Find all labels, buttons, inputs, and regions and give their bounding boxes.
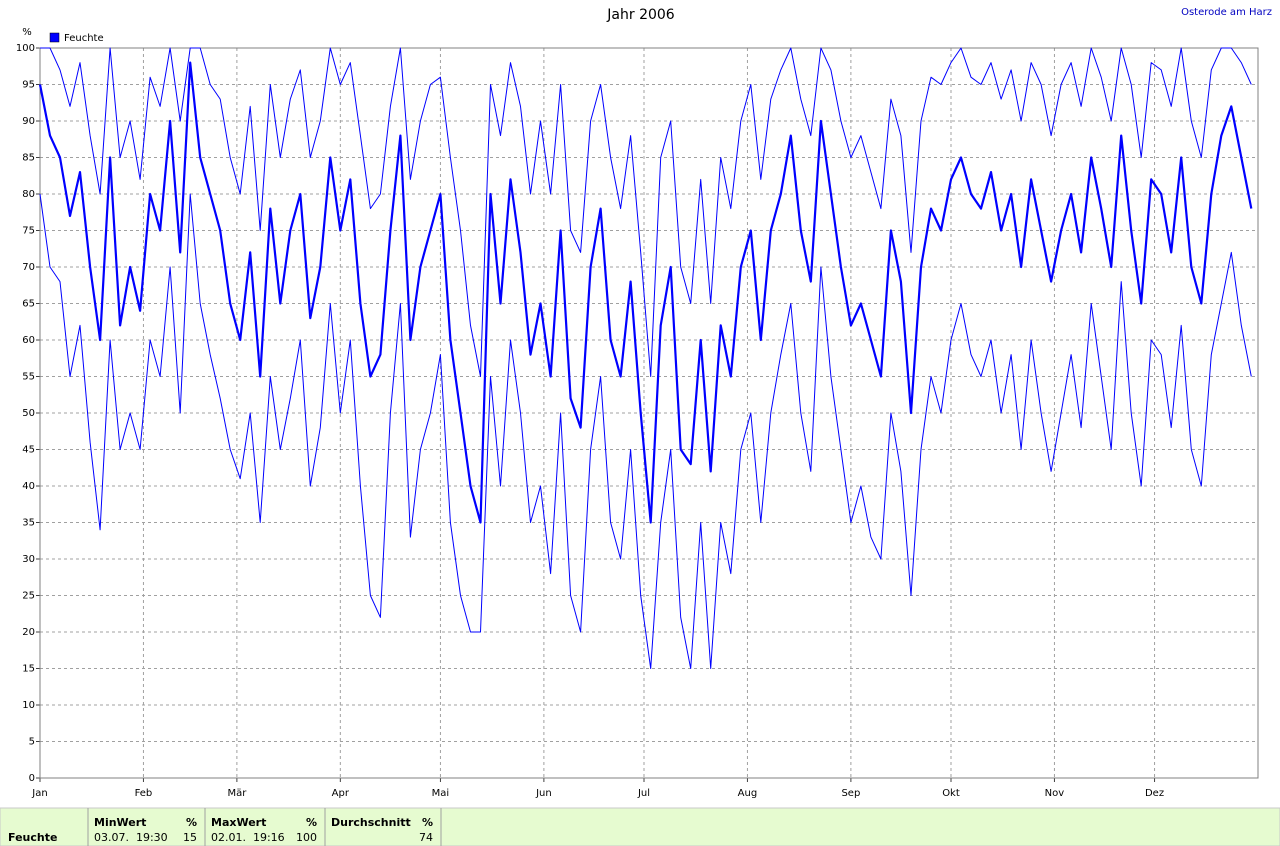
line-series (38, 61, 1253, 524)
x-tick-label: Jul (637, 788, 650, 799)
y-tick-label: 5 (29, 737, 35, 748)
y-tick-label: 25 (22, 591, 35, 602)
stats-unit: % (422, 816, 433, 829)
plot-frame (39, 47, 1259, 779)
x-tick-label: Sep (841, 788, 860, 799)
y-tick-label: 55 (22, 372, 35, 383)
stats-time: 02.01. 19:16 (211, 831, 285, 844)
x-tick-label: Mär (227, 788, 247, 799)
x-tick-label: Feb (135, 788, 153, 799)
x-tick-label: Mai (432, 788, 450, 799)
stats-header: Durchschnitt (331, 816, 411, 829)
x-tick-label: Nov (1045, 788, 1065, 799)
y-tick-label: 40 (22, 481, 35, 492)
y-tick-label: 35 (22, 518, 35, 529)
legend-swatch (49, 32, 60, 43)
stats-value: 74 (419, 831, 433, 844)
y-tick-label: 10 (22, 700, 35, 711)
line-series (40, 47, 1252, 377)
y-tick-label: 80 (22, 189, 35, 200)
line-series (39, 193, 1252, 669)
x-tick-label: Apr (332, 788, 350, 799)
stats-header: MinWert (94, 816, 146, 829)
stats-value: 100 (296, 831, 317, 844)
stats-row-label: Feuchte (8, 831, 57, 844)
y-tick-label: 15 (22, 664, 35, 675)
y-tick-label: 75 (22, 226, 35, 237)
chart-subtitle: Osterode am Harz (1181, 7, 1272, 18)
y-tick-label: 90 (22, 116, 35, 127)
y-tick-label: 70 (22, 262, 35, 273)
y-tick-label: 60 (22, 335, 35, 346)
y-tick-label: 50 (22, 408, 35, 419)
stats-header: MaxWert (211, 816, 266, 829)
x-tick-label: Okt (942, 788, 960, 799)
y-tick-label: 85 (22, 153, 35, 164)
x-tick-label: Jun (535, 788, 552, 799)
stats-time: 03.07. 19:30 (94, 831, 168, 844)
legend-label: Feuchte (64, 33, 104, 44)
chart-title: Jahr 2006 (606, 7, 675, 23)
stats-unit: % (306, 816, 317, 829)
y-tick-label: 100 (16, 43, 35, 54)
y-tick-label: 65 (22, 299, 35, 310)
y-axis-label: % (22, 27, 32, 38)
y-tick-label: 30 (22, 554, 35, 565)
y-tick-label: 45 (22, 445, 35, 456)
stats-value: 15 (183, 831, 197, 844)
stats-unit: % (186, 816, 197, 829)
y-tick-label: 95 (22, 80, 35, 91)
y-tick-label: 20 (22, 627, 35, 638)
x-tick-label: Jan (31, 788, 47, 799)
x-tick-label: Dez (1145, 788, 1164, 799)
x-tick-label: Aug (738, 788, 758, 799)
stats-panel (0, 807, 1280, 846)
y-tick-label: 0 (29, 773, 35, 784)
